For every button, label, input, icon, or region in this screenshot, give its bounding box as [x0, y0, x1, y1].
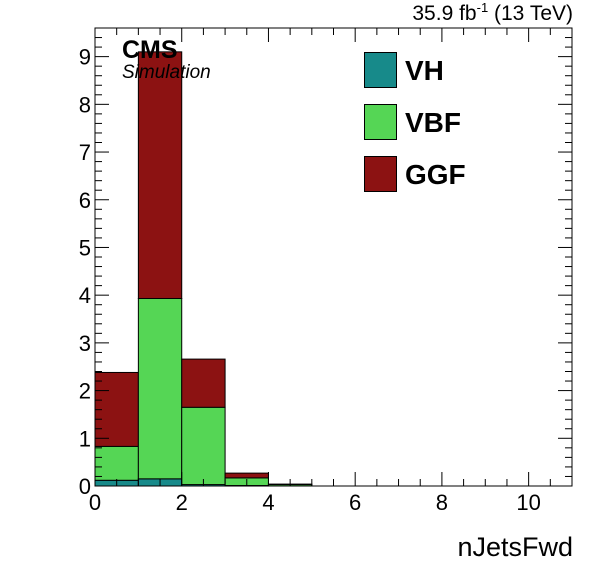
y-tick-label: 7: [79, 140, 91, 165]
y-tick-label: 1: [79, 426, 91, 451]
luminosity-label: 35.9 fb-1 (13 TeV): [412, 0, 573, 26]
y-tick-label: 9: [79, 45, 91, 70]
bar-ggf-bin-2: [181, 358, 226, 408]
bar-vbf-bin-1: [137, 298, 183, 480]
y-tick-label: 8: [79, 92, 91, 117]
cms-label: CMS: [122, 36, 178, 64]
x-tick-label: 2: [176, 490, 188, 515]
legend-label-vh: VH: [405, 55, 444, 86]
x-axis-title: nJetsFwd: [457, 532, 573, 562]
bar-vbf-bin-0: [94, 445, 139, 481]
y-tick-label: 5: [79, 235, 91, 260]
x-tick-label: 0: [89, 490, 101, 515]
histogram-bars: [94, 51, 313, 487]
legend-swatch-ggf: [364, 156, 397, 192]
axis-tick-labels: 0 2 4 6 8 10 0 1 2 3 4 5 6 7 8 9: [79, 45, 541, 515]
lumi-value: 35.9 fb: [412, 2, 477, 25]
lumi-energy: (13 TeV): [488, 2, 573, 25]
bar-vbf-bin-2: [181, 406, 226, 486]
y-tick-label: 6: [79, 188, 91, 213]
y-tick-label: 4: [79, 283, 91, 308]
legend-swatch-vh: [364, 52, 397, 88]
axis-ticks: [94, 27, 573, 487]
x-tick-label: 4: [262, 490, 274, 515]
bar-ggf-bin-3: [224, 472, 269, 479]
x-tick-label: 10: [516, 490, 540, 515]
bar-ggf-bin-1: [137, 51, 183, 300]
lumi-exponent: -1: [476, 0, 489, 15]
y-tick-label: 0: [79, 474, 91, 499]
x-tick-label: 8: [436, 490, 448, 515]
legend-label-vbf: VBF: [405, 107, 461, 138]
simulation-label: Simulation: [122, 62, 211, 83]
y-tick-label: 2: [79, 379, 91, 404]
legend-swatch-vbf: [364, 104, 397, 140]
y-tick-label: 3: [79, 331, 91, 356]
legend-label-ggf: GGF: [405, 159, 466, 190]
x-tick-label: 6: [349, 490, 361, 515]
